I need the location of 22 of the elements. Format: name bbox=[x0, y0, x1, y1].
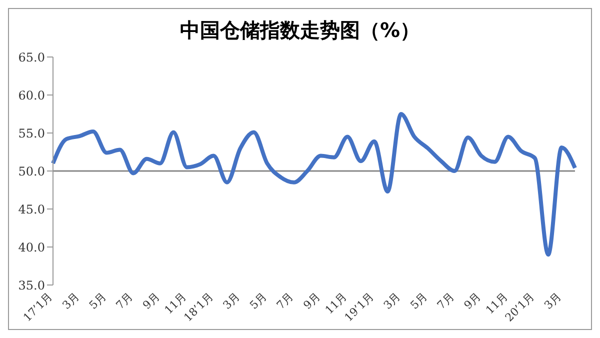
y-tick-label: 40.0 bbox=[18, 240, 45, 254]
y-tick-label: 50.0 bbox=[18, 164, 45, 178]
x-tick-label: 9月 bbox=[300, 290, 323, 312]
y-tick-label: 65.0 bbox=[18, 50, 45, 64]
y-tick-label: 60.0 bbox=[18, 88, 45, 102]
chart-title: 中国仓储指数走势图（%） bbox=[178, 17, 422, 44]
y-tick-label: 35.0 bbox=[18, 278, 45, 292]
x-tick-label: 5月 bbox=[247, 290, 270, 312]
x-tick-label: 7月 bbox=[114, 290, 136, 312]
x-tick-label: 3月 bbox=[381, 290, 404, 312]
x-tick-label: 3月 bbox=[220, 290, 243, 312]
line-series bbox=[51, 112, 577, 257]
y-tick-label: 45.0 bbox=[18, 202, 45, 216]
x-tick-label: 5月 bbox=[408, 290, 430, 312]
x-tick-label: 5月 bbox=[86, 290, 109, 312]
x-tick-label: 7月 bbox=[274, 290, 296, 312]
x-tick-label: 7月 bbox=[434, 290, 457, 312]
x-tick-label: 3月 bbox=[542, 290, 564, 312]
y-tick-label: 55.0 bbox=[18, 126, 45, 140]
x-tick-label: 9月 bbox=[140, 290, 162, 312]
x-tick-label: 3月 bbox=[60, 290, 82, 312]
x-tick-label: 9月 bbox=[462, 290, 484, 312]
